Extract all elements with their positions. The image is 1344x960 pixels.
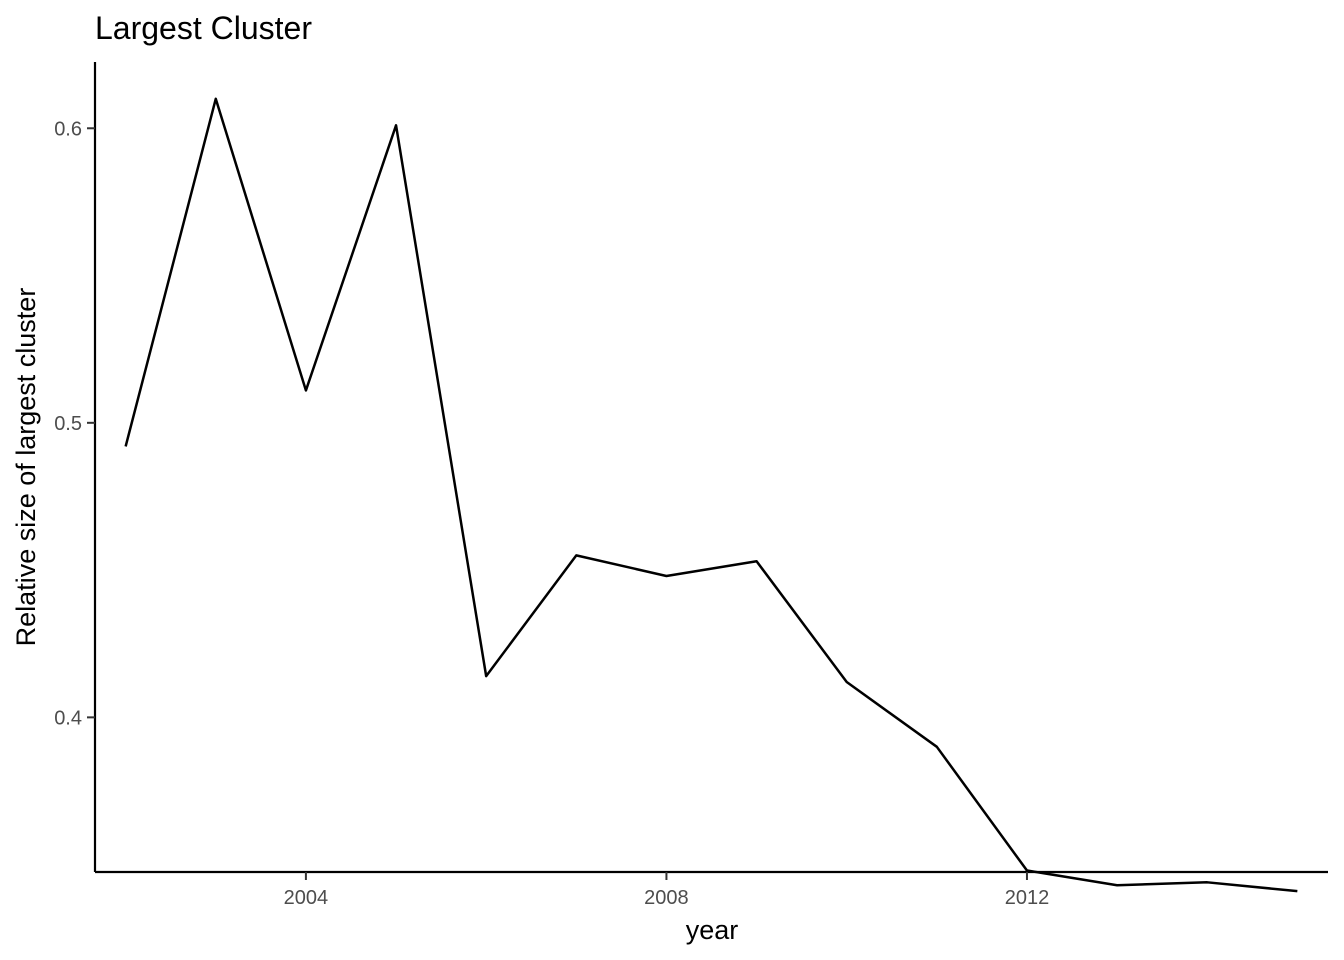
y-axis-ticks: 0.4 0.5 0.6 [54,118,95,729]
plot-area [124,97,1298,893]
x-tick-label: 2008 [644,887,689,909]
x-tick-label: 2004 [284,887,329,909]
y-tick-label: 0.6 [54,118,82,140]
y-tick-label: 0.4 [54,707,82,729]
x-axis-title: year [686,915,739,945]
y-axis-title: Relative size of largest cluster [11,288,41,647]
x-axis-ticks: 2004 2008 2012 [284,872,1050,909]
chart-title: Largest Cluster [95,10,312,46]
y-tick-label: 0.5 [54,413,82,435]
series-line-0 [124,97,1298,893]
x-tick-label: 2012 [1005,887,1050,909]
